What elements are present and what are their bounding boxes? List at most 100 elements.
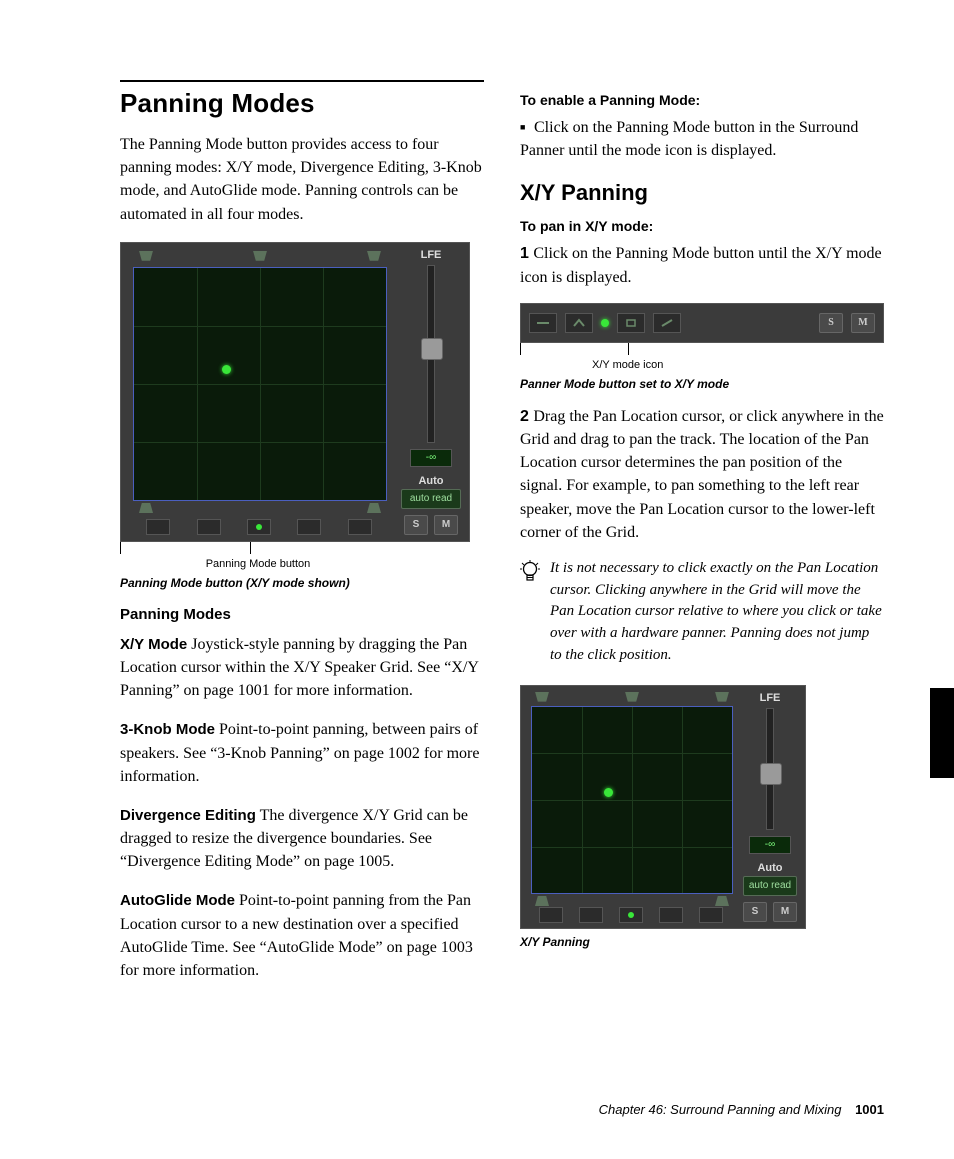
lfe-fader-track[interactable] xyxy=(766,708,774,830)
lfe-panel: LFE -∞ Auto auto read S M xyxy=(399,249,463,535)
solo-button[interactable]: S xyxy=(743,902,767,922)
figure-caption: X/Y Panning xyxy=(520,935,884,949)
run-in-label: AutoGlide Mode xyxy=(120,892,235,909)
thumb-tab xyxy=(930,688,954,778)
step-2: 2 Drag the Pan Location cursor, or click… xyxy=(520,405,884,544)
mode-button[interactable] xyxy=(529,313,557,333)
mode-3knob-paragraph: 3-Knob Mode Point-to-point panning, betw… xyxy=(120,718,484,788)
callout-label: Panning Mode button xyxy=(120,558,396,570)
panner-figure-small: LFE -∞ Auto auto read S M xyxy=(520,685,806,929)
panning-mode-row xyxy=(133,519,385,535)
panning-mode-button[interactable] xyxy=(348,519,372,535)
mode-divergence-paragraph: Divergence Editing The divergence X/Y Gr… xyxy=(120,804,484,874)
speaker-icon xyxy=(367,251,381,261)
step-1: 1 Click on the Panning Mode button until… xyxy=(520,242,884,288)
section-rule xyxy=(120,80,484,82)
xy-grid[interactable] xyxy=(133,267,387,501)
procedure-heading: To enable a Panning Mode: xyxy=(520,92,884,108)
figure-caption: Panning Mode button (X/Y mode shown) xyxy=(120,576,484,590)
run-in-label: 3-Knob Mode xyxy=(120,721,215,738)
speaker-icon xyxy=(139,251,153,261)
bullet-list: Click on the Panning Mode button in the … xyxy=(520,116,884,162)
callout-label: X/Y mode icon xyxy=(520,359,884,371)
step-number: 2 xyxy=(520,408,533,425)
automation-mode-button[interactable]: auto read xyxy=(743,876,797,896)
section-heading: Panning Modes xyxy=(120,88,484,119)
run-in-label: X/Y Mode xyxy=(120,636,187,653)
mode-autoglide-paragraph: AutoGlide Mode Point-to-point panning fr… xyxy=(120,889,484,982)
panning-mode-button[interactable] xyxy=(146,519,170,535)
speaker-icon xyxy=(535,896,549,906)
mode-xy-paragraph: X/Y Mode Joystick-style panning by dragg… xyxy=(120,633,484,703)
panning-mode-button-xy[interactable] xyxy=(619,907,643,923)
tip-text: It is not necessary to click exactly on … xyxy=(550,558,884,667)
step-number: 1 xyxy=(520,245,533,262)
lfe-fader-track[interactable] xyxy=(427,265,435,443)
mode-button[interactable] xyxy=(565,313,593,333)
xy-grid[interactable] xyxy=(531,706,733,894)
panning-mode-button[interactable] xyxy=(579,907,603,923)
panning-mode-button[interactable] xyxy=(659,907,683,923)
tip-block: It is not necessary to click exactly on … xyxy=(520,558,884,667)
pan-location-cursor[interactable] xyxy=(604,788,613,797)
intro-paragraph: The Panning Mode button provides access … xyxy=(120,133,484,226)
automation-mode-button[interactable]: auto read xyxy=(401,489,461,509)
page-number: 1001 xyxy=(855,1102,884,1117)
speaker-icon xyxy=(253,251,267,261)
solo-button[interactable]: S xyxy=(819,313,843,333)
run-in-label: Divergence Editing xyxy=(120,807,256,824)
lfe-fader-cap[interactable] xyxy=(421,338,443,360)
lfe-fader-cap[interactable] xyxy=(760,763,782,785)
step-text: Drag the Pan Location cursor, or click a… xyxy=(520,408,884,541)
chapter-label: Chapter 46: Surround Panning and Mixing xyxy=(599,1102,842,1117)
panning-mode-button[interactable] xyxy=(197,519,221,535)
lfe-readout: -∞ xyxy=(410,449,452,467)
panning-mode-button[interactable] xyxy=(539,907,563,923)
panning-mode-button[interactable] xyxy=(297,519,321,535)
two-column-layout: Panning Modes The Panning Mode button pr… xyxy=(120,80,884,998)
step-list: 1 Click on the Panning Mode button until… xyxy=(520,242,884,288)
mode-button[interactable] xyxy=(653,313,681,333)
page: Panning Modes The Panning Mode button pr… xyxy=(0,0,954,1159)
right-column: To enable a Panning Mode: Click on the P… xyxy=(520,80,884,998)
speaker-icon xyxy=(715,896,729,906)
mute-button[interactable]: M xyxy=(434,515,458,535)
figure-caption: Panner Mode button set to X/Y mode xyxy=(520,377,884,391)
solo-mute-row: S M xyxy=(404,515,458,535)
automation-label: Auto xyxy=(757,862,782,874)
procedure-heading: To pan in X/Y mode: xyxy=(520,218,884,234)
subheading: Panning Modes xyxy=(120,606,484,623)
solo-mute-row: S M xyxy=(743,902,797,922)
lightbulb-icon xyxy=(520,558,540,667)
panner-figure-large: LFE -∞ Auto auto read S M xyxy=(120,242,470,542)
bullet-item: Click on the Panning Mode button in the … xyxy=(520,116,884,162)
speaker-icon xyxy=(535,692,549,702)
solo-button[interactable]: S xyxy=(404,515,428,535)
speaker-icon xyxy=(367,503,381,513)
xy-mode-icon[interactable] xyxy=(601,319,609,327)
callout-leader xyxy=(120,542,470,556)
step-list: 2 Drag the Pan Location cursor, or click… xyxy=(520,405,884,544)
speaker-icon xyxy=(715,692,729,702)
lfe-label: LFE xyxy=(760,692,781,704)
bullet-text: Click on the Panning Mode button in the … xyxy=(520,119,858,159)
page-footer: Chapter 46: Surround Panning and Mixing … xyxy=(599,1102,884,1117)
mode-button[interactable] xyxy=(617,313,645,333)
left-column: Panning Modes The Panning Mode button pr… xyxy=(120,80,484,998)
panning-mode-row xyxy=(531,907,731,923)
step-text: Click on the Panning Mode button until t… xyxy=(520,245,882,285)
subsection-heading: X/Y Panning xyxy=(520,180,884,206)
panner-mode-bar: S M xyxy=(520,303,884,343)
lfe-label: LFE xyxy=(421,249,442,261)
panning-mode-button-xy[interactable] xyxy=(247,519,271,535)
speaker-icon xyxy=(139,503,153,513)
lfe-panel: LFE -∞ Auto auto read S M xyxy=(741,692,799,922)
automation-label: Auto xyxy=(418,475,443,487)
mute-button[interactable]: M xyxy=(773,902,797,922)
lfe-readout: -∞ xyxy=(749,836,791,854)
pan-location-cursor[interactable] xyxy=(222,365,231,374)
panning-mode-button[interactable] xyxy=(699,907,723,923)
mute-button[interactable]: M xyxy=(851,313,875,333)
speaker-icon xyxy=(625,692,639,702)
callout-leader xyxy=(520,343,884,357)
